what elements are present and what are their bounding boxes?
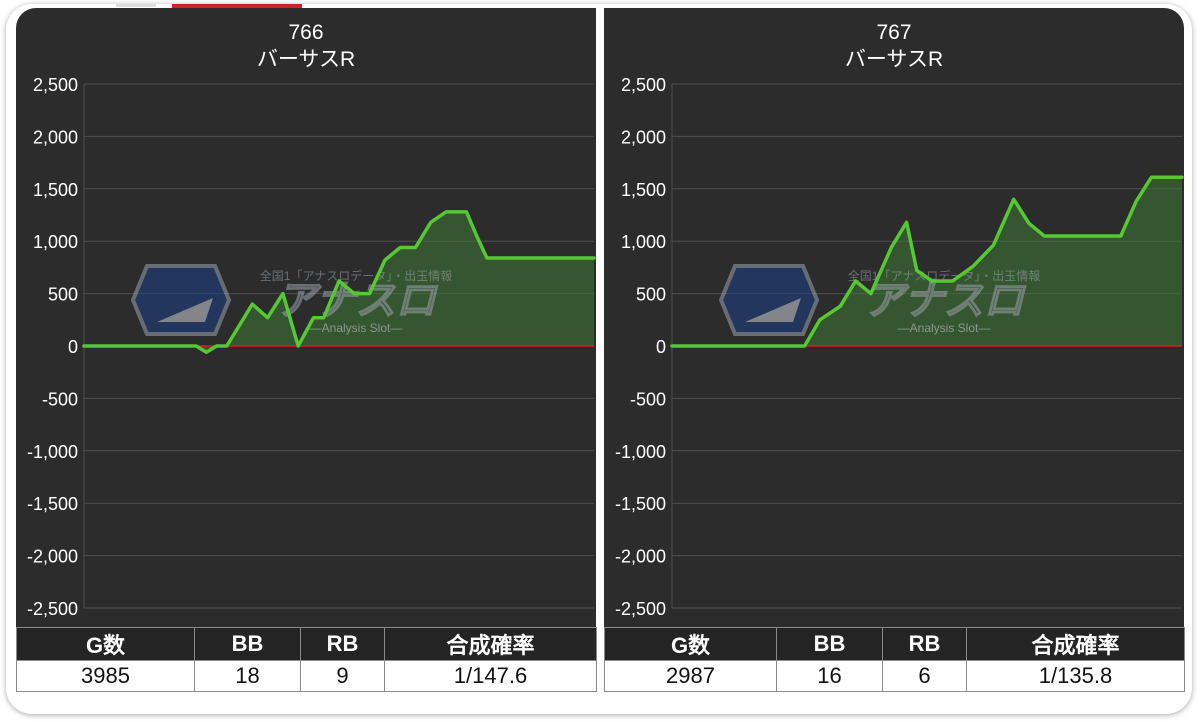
header-combined-probability: 合成確率 [966, 627, 1185, 661]
watermark-sub-text: —Analysis Slot— [310, 321, 403, 335]
watermark-sub-text: —Analysis Slot— [898, 321, 991, 335]
y-tick-label: 2,500 [33, 75, 78, 95]
stats-table-767: G数 BB RB 合成確率 2987 16 6 1/135.8 [604, 627, 1185, 692]
y-tick-labels: 2,500 2,000 1,500 1,000 500 0 -500 -1,000 -1,500… [615, 75, 666, 619]
value-rb: 9 [300, 660, 385, 692]
watermark-logo-text: アナスロ [276, 279, 438, 323]
y-tick-label: -500 [42, 389, 78, 409]
machine-name: バーサスR [845, 48, 943, 71]
stats-header-row: G数 BB RB 合成確率 [604, 627, 1185, 661]
y-tick-label: 1,000 [33, 232, 78, 252]
machine-name: バーサスR [257, 48, 355, 71]
stats-header-row: G数 BB RB 合成確率 [16, 627, 597, 661]
top-accent-gray [116, 4, 156, 7]
header-games: G数 [604, 627, 777, 661]
stats-value-row: 2987 16 6 1/135.8 [604, 660, 1185, 692]
header-bb: BB [194, 627, 301, 661]
value-bb: 18 [194, 660, 301, 692]
y-tick-label: 500 [48, 285, 78, 305]
y-tick-label: -2,500 [27, 599, 78, 619]
chart-panel-766: 全国1「アナスロデータ」・出玉情報 アナスロ —Analysis Slot— 2,5… [16, 8, 596, 628]
machine-number: 767 [876, 21, 911, 44]
series-path [82, 210, 596, 355]
header-games: G数 [16, 627, 195, 661]
value-bb: 16 [776, 660, 883, 692]
y-tick-label: -2,000 [27, 547, 78, 567]
y-tick-label: 2,000 [621, 127, 666, 147]
y-tick-label: 0 [68, 337, 78, 357]
area-fill [672, 177, 1182, 346]
value-games: 3985 [16, 660, 195, 692]
watermark-hexagon-icon [718, 264, 820, 336]
watermark-hexagon-icon [130, 264, 232, 336]
value-combined-probability: 1/135.8 [966, 660, 1185, 692]
series-path [670, 175, 1184, 348]
watermark-top-text: 全国1「アナスロデータ」・出玉情報 [260, 268, 452, 283]
value-combined-probability: 1/147.6 [384, 660, 597, 692]
y-tick-label: 1,500 [621, 180, 666, 200]
stats-table-766: G数 BB RB 合成確率 3985 18 9 1/147.6 [16, 627, 597, 692]
grid-lines [83, 83, 594, 609]
value-games: 2987 [604, 660, 777, 692]
y-tick-label: 1,000 [621, 232, 666, 252]
y-tick-label: 500 [636, 285, 666, 305]
header-combined-probability: 合成確率 [384, 627, 597, 661]
watermark-top-text: 全国1「アナスロデータ」・出玉情報 [848, 268, 1040, 283]
header-rb: RB [300, 627, 385, 661]
y-tick-label: -2,000 [615, 547, 666, 567]
stats-value-row: 3985 18 9 1/147.6 [16, 660, 597, 692]
y-tick-label: -1,000 [615, 442, 666, 462]
top-accent-red [172, 4, 302, 10]
y-tick-label: -500 [630, 389, 666, 409]
y-tick-label: -1,500 [615, 494, 666, 514]
y-tick-label: 2,000 [33, 127, 78, 147]
machine-number: 766 [288, 21, 323, 44]
chart-panel-767: 全国1「アナスロデータ」・出玉情報 アナスロ —Analysis Slot— 2,5… [604, 8, 1184, 628]
y-tick-label: -1,000 [27, 442, 78, 462]
y-tick-label: -1,500 [27, 494, 78, 514]
y-tick-label: 2,500 [621, 75, 666, 95]
watermark-blade-icon [745, 298, 801, 322]
header-bb: BB [776, 627, 883, 661]
y-tick-label: -2,500 [615, 599, 666, 619]
series-line [82, 210, 596, 355]
watermark-blade-icon [157, 298, 213, 322]
y-tick-labels: 2,500 2,000 1,500 1,000 500 0 -500 -1,000 -1,500… [27, 75, 78, 619]
y-tick-label: 1,500 [33, 180, 78, 200]
watermark-logo-text: アナスロ [864, 279, 1026, 323]
header-rb: RB [882, 627, 967, 661]
value-rb: 6 [882, 660, 967, 692]
series-area [672, 177, 1182, 346]
y-tick-label: 0 [656, 337, 666, 357]
series-line [670, 175, 1184, 348]
